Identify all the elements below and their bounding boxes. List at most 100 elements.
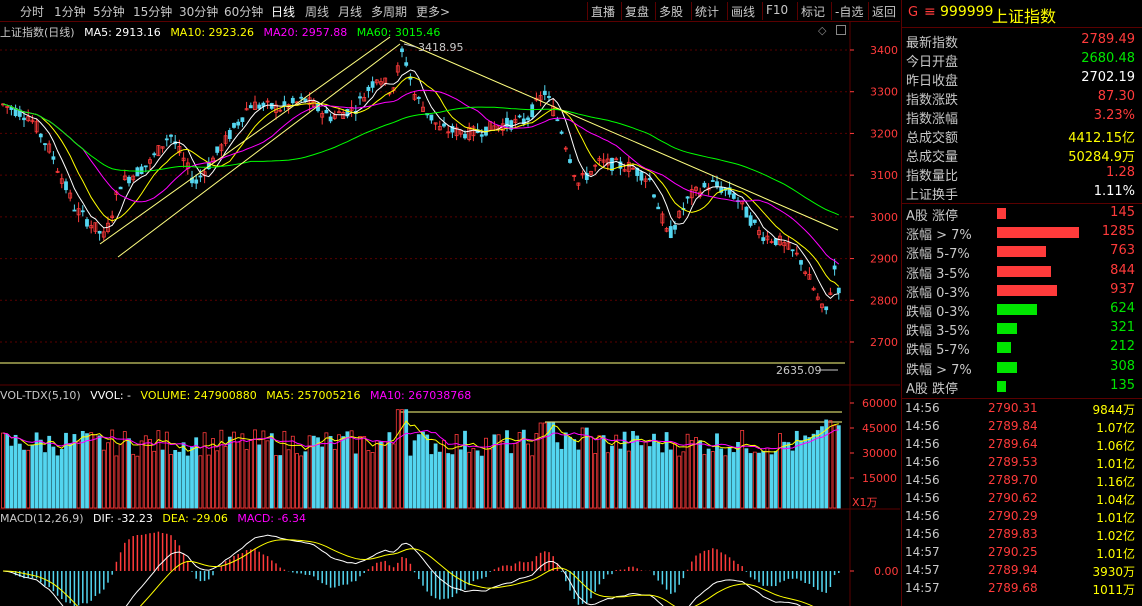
volume-bar: [366, 450, 371, 509]
tick-volume: 1.16亿: [1096, 475, 1135, 489]
tick-row[interactable]: 14:56 2789.83 1.02亿: [902, 526, 1142, 544]
toolbar-button-7[interactable]: -自选: [835, 5, 864, 19]
settings-diamond-icon[interactable]: ◇: [818, 24, 827, 37]
toolbar-button-4[interactable]: 画线: [731, 5, 756, 19]
volume-bar: [324, 432, 329, 509]
candle-body: [601, 159, 606, 163]
volume-bar: [752, 451, 757, 509]
tick-time: 14:57: [905, 545, 940, 559]
tick-row[interactable]: 14:57 2790.25 1.01亿: [902, 544, 1142, 562]
toolbar-button-5[interactable]: F10: [766, 3, 789, 17]
volume-bar: [303, 451, 308, 509]
breadth-bar: [997, 284, 1057, 296]
toolbar-button-1[interactable]: 复盘: [625, 5, 650, 19]
volume-bar: [30, 444, 35, 509]
candle-body: [404, 62, 409, 66]
kline-chart-area[interactable]: 3400 3300 3200 3100 3000 2900 2800 2700 3418.95 2…: [0, 22, 900, 606]
scroll-box-icon[interactable]: [836, 25, 846, 35]
toolbar-separator: [762, 2, 763, 20]
toolbar-button-8[interactable]: 返回: [872, 5, 897, 19]
period-tab-0[interactable]: 分时: [20, 5, 45, 19]
volume-bar: [807, 437, 812, 509]
volume-bar: [647, 446, 652, 509]
tick-time: 14:56: [905, 455, 940, 469]
period-tab-7[interactable]: 周线: [305, 5, 330, 19]
volume-bar: [311, 435, 316, 509]
period-tab-1[interactable]: 1分钟: [54, 5, 86, 19]
toolbar-button-3[interactable]: 统计: [695, 5, 720, 19]
volume-bar: [803, 435, 808, 509]
tick-row[interactable]: 14:56 2789.70 1.16亿: [902, 472, 1142, 490]
tick-row[interactable]: 14:57 2789.68 1011万: [902, 580, 1142, 598]
volume-bar: [589, 436, 593, 509]
candle-body: [198, 175, 203, 178]
period-tab-8[interactable]: 月线: [338, 5, 363, 19]
period-tab-5[interactable]: 60分钟: [224, 5, 264, 19]
volume-bar: [76, 440, 81, 509]
period-tab-9[interactable]: 多周期: [371, 5, 408, 19]
breadth-label: 涨幅 > 7%: [906, 228, 972, 244]
volume-bar: [89, 432, 94, 509]
breadth-value: 763: [1110, 243, 1135, 259]
tick-row[interactable]: 14:56 2789.64 1.06亿: [902, 436, 1142, 454]
toolbar-button-0[interactable]: 直播: [591, 5, 616, 19]
dif-legend: DIF: -32.23: [93, 512, 153, 525]
volume-bar: [38, 439, 43, 509]
volume-bar: [425, 434, 430, 509]
volume-bar: [320, 446, 325, 509]
tick-row[interactable]: 14:56 2789.84 1.07亿: [902, 418, 1142, 436]
toolbar-button-2[interactable]: 多股: [659, 5, 684, 19]
vol-axis-label: 30000: [862, 447, 897, 460]
volume-bar: [240, 433, 245, 509]
volume-bar: [471, 448, 476, 509]
period-tab-6[interactable]: 日线: [271, 5, 296, 19]
volume-bar: [643, 441, 648, 509]
period-tab-2[interactable]: 5分钟: [93, 5, 125, 19]
tick-price: 2789.70: [988, 473, 1038, 487]
volume-bar: [761, 450, 766, 509]
volume-bar: [72, 434, 77, 509]
tick-row[interactable]: 14:57 2789.94 3930万: [902, 562, 1142, 580]
quote-value: 4412.15亿: [1068, 131, 1135, 146]
volume-bar: [757, 452, 761, 509]
breadth-bar: [997, 208, 1006, 219]
period-tab-4[interactable]: 30分钟: [179, 5, 219, 19]
kline-svg[interactable]: 3400 3300 3200 3100 3000 2900 2800 2700 3418.95 2…: [0, 22, 900, 606]
volume-bar: [106, 442, 110, 509]
volume-bar: [349, 430, 354, 509]
tick-row[interactable]: 14:56 2790.31 9844万: [902, 400, 1142, 418]
tick-row[interactable]: 14:56 2789.53 1.01亿: [902, 454, 1142, 472]
price-axis-label: 3000: [870, 211, 898, 224]
candle-body: [538, 95, 543, 101]
trendline: [399, 39, 839, 231]
volume-bar: [274, 455, 278, 509]
breadth-bar: [997, 361, 1017, 373]
quote-row: 总成交量 50284.9万: [902, 145, 1142, 165]
volume-bar: [173, 450, 178, 509]
volume-bar: [790, 450, 795, 509]
vol-unit-label: X1万: [852, 496, 878, 509]
candle-body: [446, 131, 451, 134]
menu-icon[interactable]: ≡: [924, 4, 936, 20]
volume-bar: [820, 426, 824, 509]
volume-bar: [244, 449, 249, 509]
tick-row[interactable]: 14:56 2790.62 1.04亿: [902, 490, 1142, 508]
tick-row[interactable]: 14:56 2790.29 1.01亿: [902, 508, 1142, 526]
candle-body: [164, 138, 169, 141]
quote-label: 最新指数: [906, 36, 959, 51]
candle-body: [139, 166, 144, 175]
quote-value: 2789.49: [1081, 32, 1135, 47]
period-tab-10[interactable]: 更多>: [416, 5, 451, 19]
candle-body: [542, 90, 547, 95]
candle-body: [358, 96, 362, 99]
volume-bar: [467, 451, 472, 509]
ma60-line: [2, 103, 840, 216]
breadth-value: 321: [1110, 320, 1135, 336]
volume-bar: [454, 434, 459, 509]
candle-body: [324, 110, 329, 114]
candle-body: [505, 117, 509, 127]
volume-bar: [299, 455, 304, 509]
period-tab-3[interactable]: 15分钟: [133, 5, 173, 19]
toolbar-button-6[interactable]: 标记: [801, 5, 826, 19]
volume-bar: [824, 419, 829, 509]
